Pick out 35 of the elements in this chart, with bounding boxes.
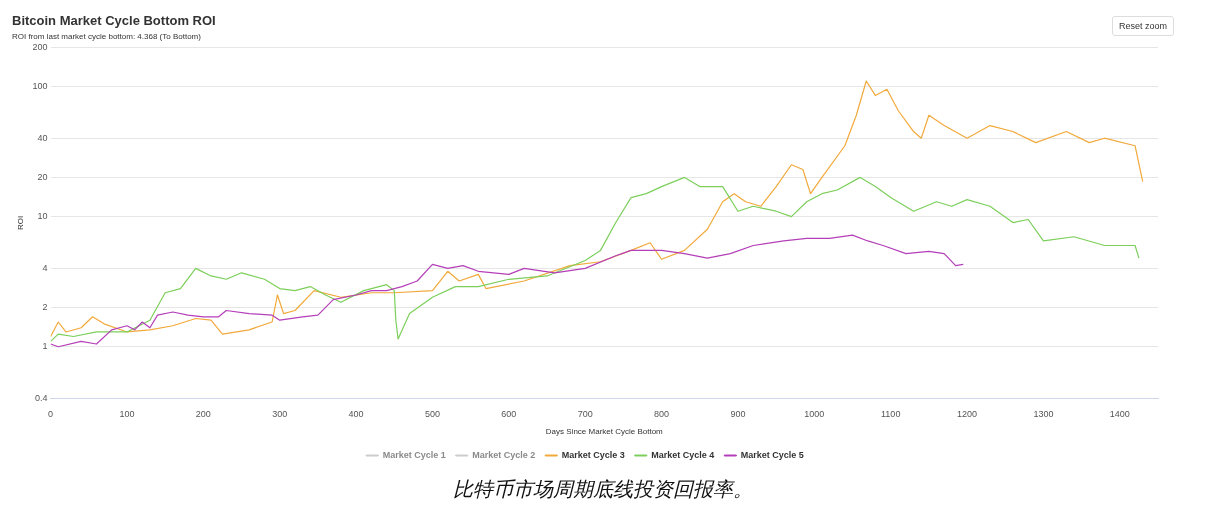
x-tick-label: 1100: [881, 409, 901, 420]
x-tick-label: 1300: [1033, 409, 1054, 420]
legend-label: Market Cycle 2: [472, 449, 536, 460]
y-tick-label: 4: [42, 262, 48, 273]
x-tick-label: 1200: [957, 409, 978, 420]
x-tick-label: 200: [195, 409, 211, 420]
x-tick-label: 1000: [804, 409, 825, 420]
y-tick-label: 10: [37, 211, 48, 222]
legend-label: Market Cycle 3: [561, 449, 625, 460]
y-tick-label: 100: [32, 80, 48, 91]
text: 比特币市场周期底线投资回报率。: [452, 477, 754, 502]
x-tick-label: 1400: [1109, 409, 1130, 420]
chart-title: Bitcoin Market Cycle Bottom ROI: [12, 13, 216, 29]
x-axis-title: Days Since Market Cycle Bottom: [545, 427, 664, 437]
x-tick-label: 300: [272, 409, 288, 420]
x-tick-label: 400: [348, 409, 364, 420]
legend-label: Market Cycle 1: [382, 449, 446, 460]
y-tick-label: 40: [37, 132, 48, 143]
y-tick-label: 1: [42, 341, 48, 352]
chart-subtitle: ROI from last market cycle bottom: 4.368 (To Bottom): [12, 31, 202, 41]
y-tick-label: 20: [37, 171, 48, 182]
x-tick-label: 700: [577, 409, 593, 420]
x-tick-label: 800: [654, 409, 670, 420]
y-tick-label: 2: [42, 302, 48, 313]
y-axis-title: ROI: [16, 215, 25, 231]
y-tick-label: 200: [32, 41, 48, 52]
legend-label: Market Cycle 5: [740, 449, 804, 460]
x-tick-label: 500: [424, 409, 440, 420]
x-tick-label: 0: [48, 409, 54, 420]
x-tick-label: 900: [730, 409, 746, 420]
x-tick-label: 100: [119, 409, 135, 420]
y-tick-label: 0.4: [35, 393, 48, 404]
text: Reset zoom: [1111, 16, 1174, 36]
legend-label: Market Cycle 4: [651, 449, 715, 460]
x-tick-label: 600: [501, 409, 517, 420]
